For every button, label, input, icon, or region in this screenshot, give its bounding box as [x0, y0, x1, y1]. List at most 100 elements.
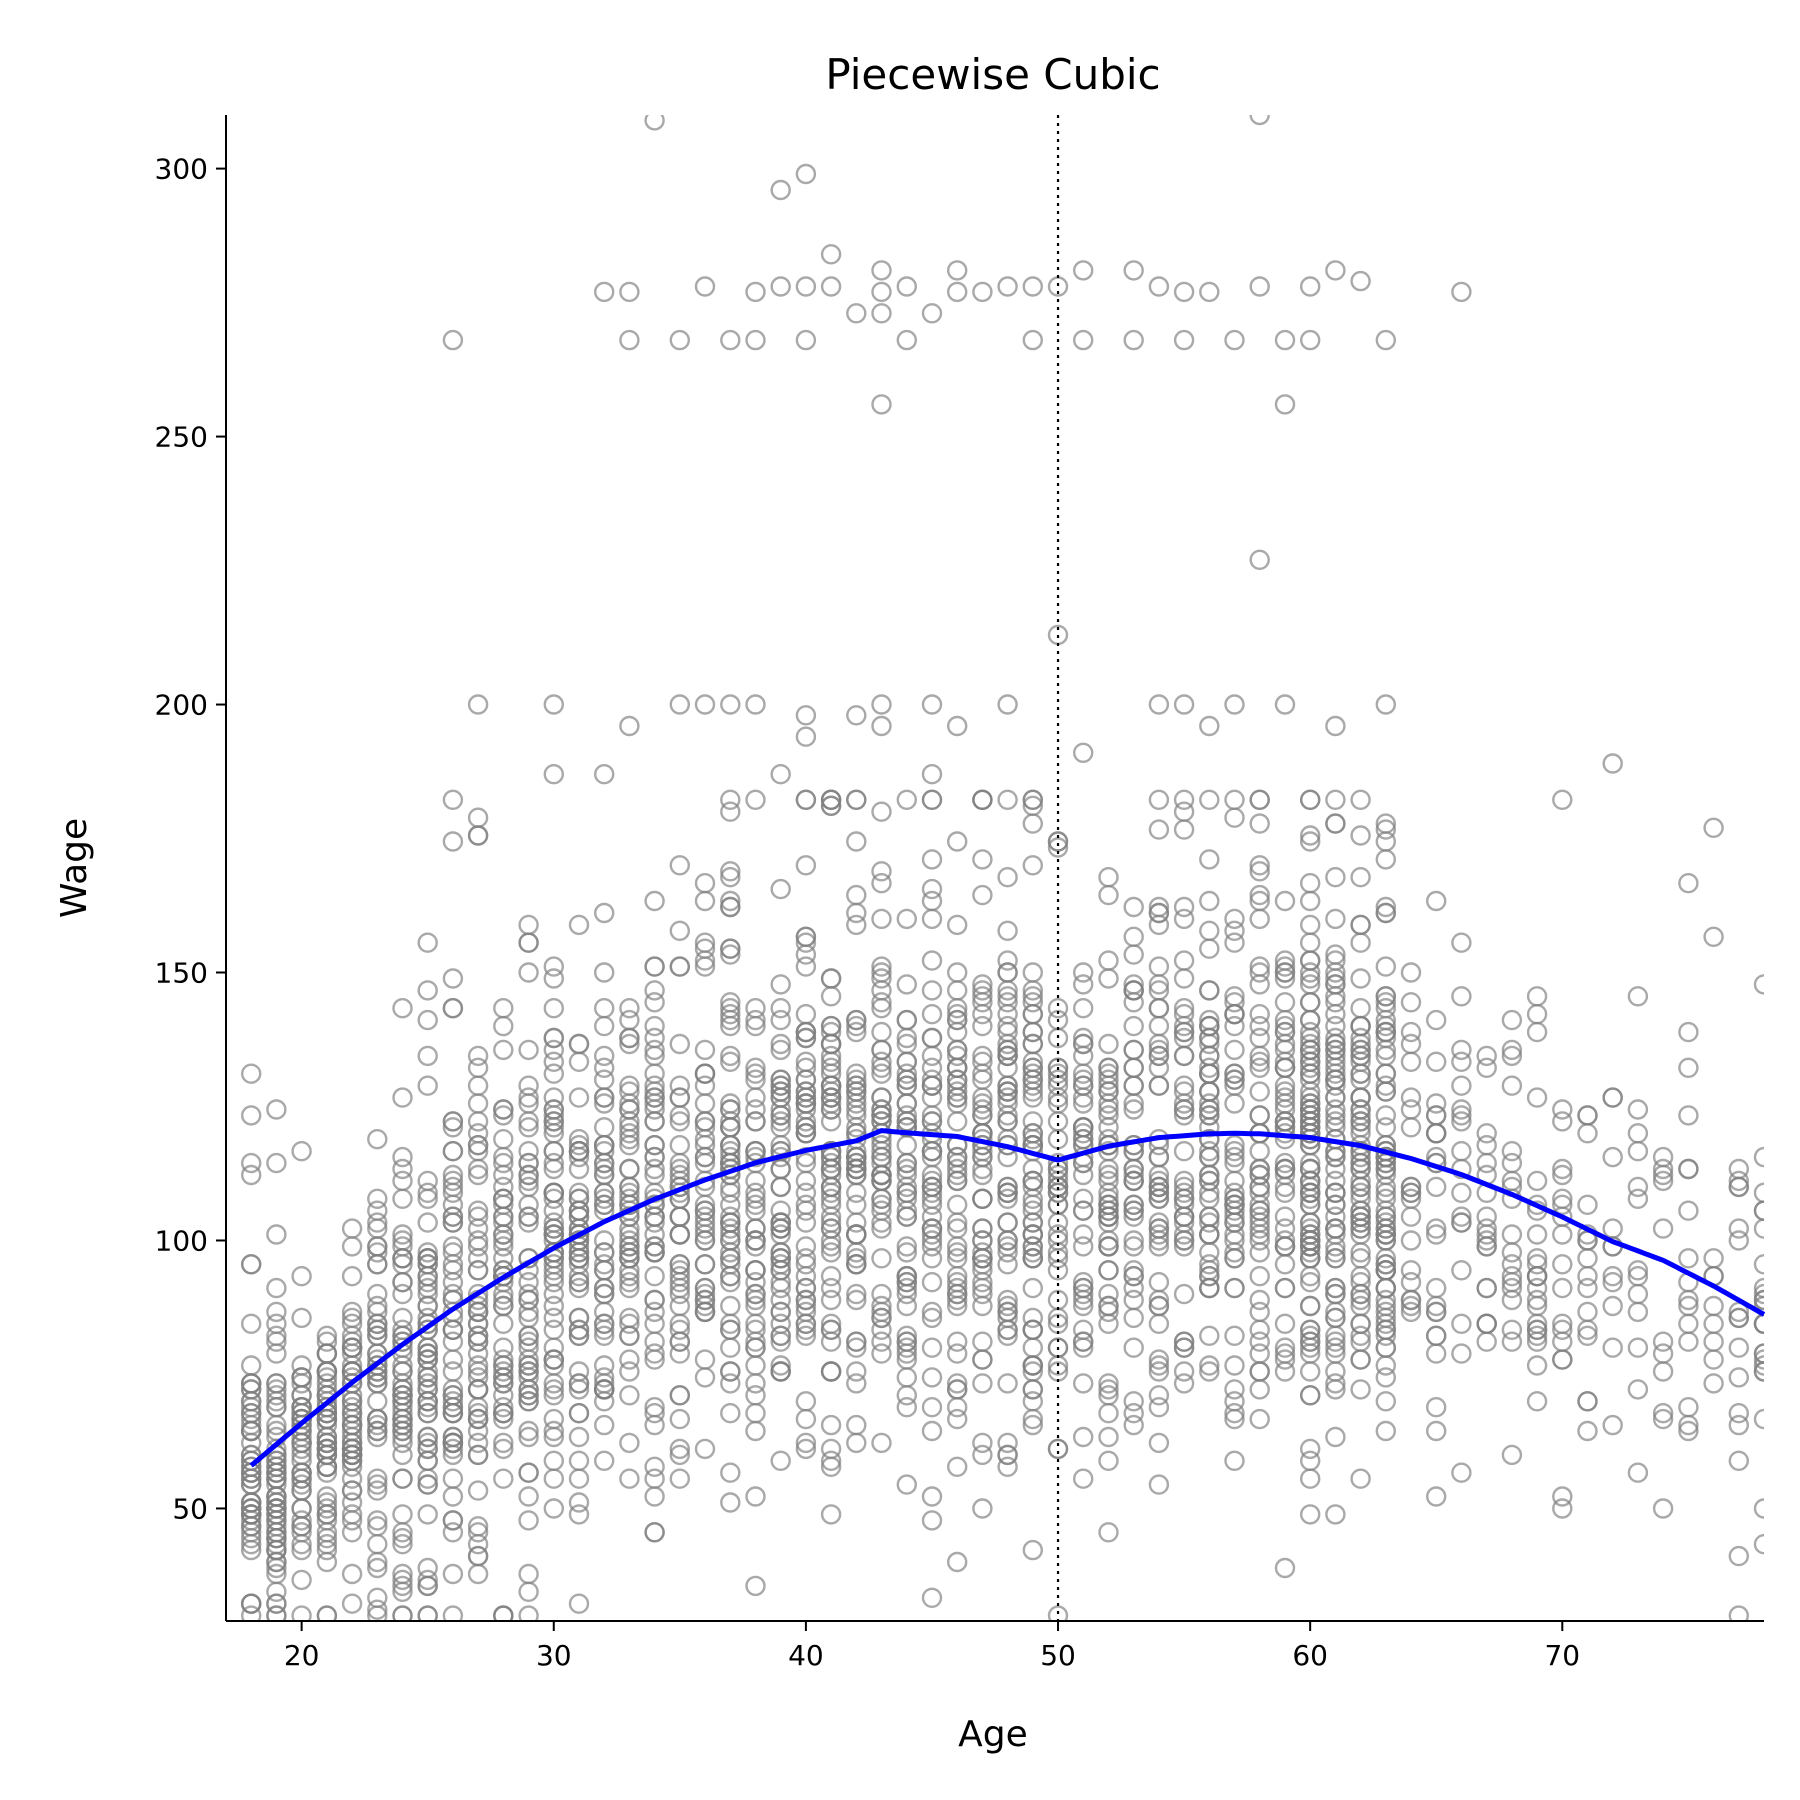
scatter-point	[720, 1242, 741, 1263]
scatter-point	[1123, 1337, 1144, 1358]
scatter-point	[1249, 956, 1270, 977]
scatter-point	[947, 1158, 968, 1180]
scatter-point	[1072, 1200, 1094, 1221]
scatter-point	[947, 1087, 968, 1108]
scatter-point	[921, 980, 943, 1001]
scatter-point	[392, 1504, 413, 1525]
scatter-point	[1425, 1396, 1447, 1418]
scatter-point	[1123, 1260, 1144, 1281]
scatter-point	[669, 1295, 690, 1317]
scatter-point	[1526, 1391, 1548, 1412]
scatter-point	[417, 1075, 438, 1096]
scatter-point	[1350, 1218, 1371, 1239]
scatter-point	[493, 1313, 514, 1335]
scatter-point	[820, 789, 842, 810]
scatter-point	[720, 1373, 741, 1394]
scatter-point	[947, 1343, 968, 1364]
scatter-point	[1627, 1099, 1649, 1120]
scatter-point	[1678, 1295, 1699, 1317]
scatter-point	[1350, 1039, 1371, 1061]
y-tick-label: 200	[155, 689, 208, 722]
scatter-point	[1577, 1277, 1598, 1299]
scatter-point	[1728, 1545, 1750, 1567]
scatter-point	[1451, 1039, 1472, 1061]
scatter-point	[720, 1140, 741, 1162]
scatter-point	[644, 1134, 665, 1156]
scatter-point	[367, 1510, 388, 1531]
scatter-point	[1072, 1224, 1094, 1245]
scatter-point	[367, 1551, 388, 1573]
scatter-point	[997, 1295, 1018, 1317]
scatter-point	[266, 1325, 287, 1347]
scatter-point	[467, 1355, 489, 1376]
scatter-point	[341, 1432, 363, 1454]
scatter-point	[543, 1420, 564, 1442]
scatter-point	[266, 1593, 287, 1614]
scatter-point	[1451, 1212, 1472, 1233]
scatter-point	[543, 1051, 564, 1073]
scatter-point	[417, 980, 438, 1001]
scatter-point	[745, 1260, 766, 1281]
scatter-point	[644, 1158, 665, 1180]
scatter-point	[1274, 1277, 1296, 1299]
scatter-point	[543, 1265, 564, 1287]
scatter-point	[1098, 1301, 1119, 1323]
scatter-point	[1652, 1331, 1674, 1352]
scatter-point	[795, 1087, 817, 1108]
scatter-point	[1274, 1349, 1296, 1370]
scatter-point	[619, 1385, 640, 1406]
scatter-point	[1577, 1123, 1598, 1144]
scatter-point	[669, 1343, 690, 1364]
scatter-point	[1098, 1402, 1119, 1424]
scatter-point	[846, 1212, 867, 1233]
scatter-point	[1325, 1111, 1346, 1132]
scatter-point-outlier	[694, 694, 716, 715]
x-axis-ticks: 20 30 40 50 60 70	[284, 1621, 1580, 1672]
scatter-point	[795, 1099, 817, 1120]
scatter-point	[745, 1182, 766, 1204]
scatter-point	[972, 884, 993, 906]
scatter-point	[1299, 1236, 1321, 1257]
scatter-point	[720, 867, 741, 888]
scatter-point	[543, 1468, 564, 1489]
scatter-point	[1022, 1248, 1044, 1269]
scatter-point	[846, 1361, 867, 1382]
scatter-point	[518, 1420, 539, 1442]
scatter-point	[720, 1265, 741, 1287]
scatter-point	[316, 1331, 338, 1352]
scatter-point	[1350, 1212, 1371, 1233]
scatter-point	[820, 1087, 842, 1108]
scatter-point	[871, 956, 892, 977]
scatter-point	[1678, 1396, 1699, 1418]
scatter-point	[795, 926, 817, 947]
scatter-point	[442, 1361, 464, 1382]
scatter-point	[820, 968, 842, 989]
scatter-point	[795, 1194, 817, 1216]
scatter-point	[367, 1188, 388, 1210]
scatter-point	[820, 1140, 842, 1162]
scatter-point-outlier	[619, 715, 640, 737]
scatter-point	[543, 1307, 564, 1329]
scatter-point	[896, 1206, 917, 1227]
scatter-point	[1350, 1283, 1371, 1305]
scatter-point	[896, 1063, 917, 1084]
scatter-point-outlier	[921, 694, 943, 715]
scatter-point-outlier	[594, 281, 615, 303]
scatter-point	[997, 962, 1018, 983]
scatter-point	[1325, 1045, 1346, 1067]
scatter-point-outlier	[720, 694, 741, 715]
scatter-point	[341, 1337, 363, 1358]
scatter-point	[795, 1051, 817, 1073]
scatter-point	[619, 1468, 640, 1489]
scatter-point	[820, 1057, 842, 1079]
scatter-point	[240, 1593, 262, 1614]
scatter-point	[871, 1105, 892, 1126]
scatter-point	[1350, 1242, 1371, 1263]
scatter-point	[1501, 1319, 1523, 1341]
scatter-point	[543, 1140, 564, 1162]
scatter-point	[1022, 1170, 1044, 1192]
scatter-point	[1022, 992, 1044, 1013]
scatter-point	[518, 1355, 539, 1376]
scatter-point	[921, 1027, 943, 1049]
scatter-point	[745, 1295, 766, 1317]
